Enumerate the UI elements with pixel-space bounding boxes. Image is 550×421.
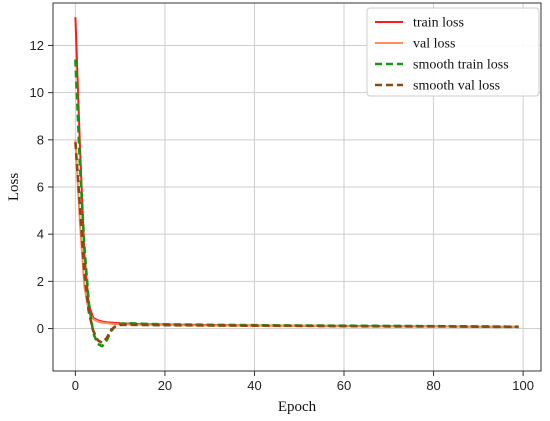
- x-tick-label: 0: [72, 378, 79, 393]
- y-tick-label: 0: [37, 321, 44, 336]
- legend-label-train-loss: train loss: [413, 16, 464, 31]
- series-line-smooth-val-loss: [74, 142, 519, 344]
- y-tick-label: 8: [37, 132, 44, 147]
- x-tick-label: 60: [337, 378, 351, 393]
- y-tick-label: 6: [37, 180, 44, 195]
- y-tick-label: 4: [37, 227, 44, 242]
- y-tick-label: 12: [30, 38, 44, 53]
- series-layer: [74, 17, 519, 348]
- series-line-smooth-train-loss: [74, 59, 519, 348]
- x-axis-label: Epoch: [278, 399, 317, 415]
- legend-box: [366, 7, 540, 97]
- tick-layer: 0 20 40 60 80 100 0 2 4 6 8 10 12: [30, 38, 534, 393]
- x-tick-label: 80: [426, 378, 440, 393]
- y-tick-label: 10: [30, 85, 44, 100]
- legend: train loss val loss smooth train loss smoot…: [366, 7, 540, 97]
- series-line-val-loss: [74, 139, 519, 328]
- legend-label-val-loss: val loss: [413, 37, 455, 52]
- x-tick-label: 40: [247, 378, 261, 393]
- legend-label-smooth-val-loss: smooth val loss: [413, 79, 500, 94]
- y-axis-label: Loss: [6, 173, 22, 202]
- y-tick-label: 2: [37, 274, 44, 289]
- legend-label-smooth-train-loss: smooth train loss: [413, 58, 509, 73]
- x-tick-label: 20: [158, 378, 172, 393]
- x-tick-label: 100: [512, 378, 534, 393]
